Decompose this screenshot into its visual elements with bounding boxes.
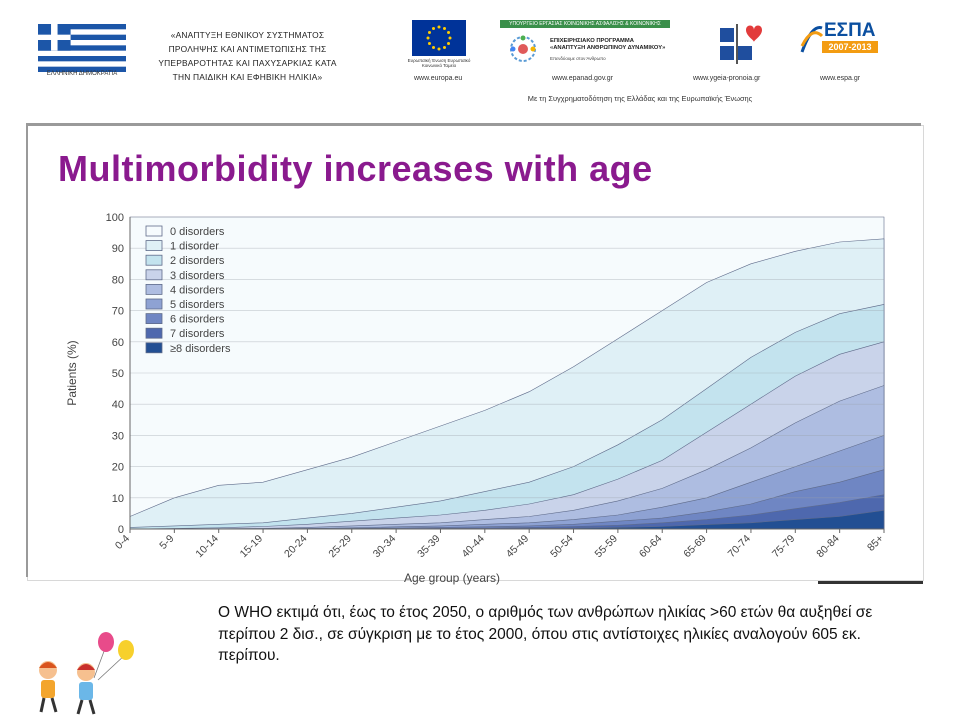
legend-swatch	[145, 225, 163, 237]
eu-star-icon	[443, 26, 446, 30]
project-line: ΥΠΕΡΒΑΡΟΤΗΤΑΣ ΚΑΙ ΠΑΧΥΣΑΡΚΙΑΣ ΚΑΤΑ	[158, 58, 337, 68]
url-espa: www.espa.gr	[820, 75, 861, 82]
legend-label: 7 disorders	[170, 328, 225, 340]
y-tick-label: 60	[112, 337, 124, 349]
eu-star-icon	[447, 31, 451, 34]
legend-label: 2 disorders	[170, 255, 225, 267]
x-tick-label: 25-29	[326, 533, 354, 561]
legend-label: 0 disorders	[170, 226, 225, 238]
y-tick-label: 40	[112, 399, 124, 411]
legend-swatch	[145, 342, 163, 354]
y-axis-title: Patients (%)	[65, 340, 79, 405]
y-tick-label: 70	[112, 306, 124, 318]
x-tick-label: 15-19	[238, 533, 266, 561]
eu-star-icon	[447, 42, 451, 45]
x-tick-label: 20-24	[282, 533, 310, 561]
espa-years: 2007-2013	[822, 41, 878, 53]
legend-swatch	[145, 269, 163, 281]
cofunding-note: Με τη Συγχρηματοδότηση της Ελλάδας και τ…	[527, 94, 753, 103]
legend-swatch	[145, 254, 163, 266]
x-tick-label: 80-84	[814, 533, 842, 561]
x-tick-label: 10-14	[193, 533, 221, 561]
area-series-4	[130, 385, 885, 530]
legend-label: 3 disorders	[170, 270, 225, 282]
eu-caption: Ευρωπαϊκή Ένωση Ευρωπαϊκό Κοινωνικό Ταμε…	[407, 58, 471, 68]
project-title: «ΑΝΑΠΤΥΞΗ ΕΘΝΙΚΟΥ ΣΥΣΤΗΜΑΤΟΣ ΠΡΟΛΗΨΗΣ ΚΑ…	[140, 28, 355, 84]
x-tick-label: 65-69	[681, 533, 709, 561]
health-ministry-icon	[720, 24, 762, 64]
eu-star-icon	[426, 36, 430, 40]
eu-star-icon	[443, 46, 446, 50]
eu-star-icon	[432, 26, 435, 30]
x-tick-label: 5-9	[157, 533, 176, 552]
y-tick-label: 0	[118, 524, 124, 536]
x-axis-title: Age group (years)	[404, 571, 500, 585]
op-title: ΕΠΙΧΕΙΡΗΣΙΑΚΟ ΠΡΟΓΡΑΜΜΑ «ΑΝΑΠΤΥΞΗ ΑΝΘΡΩΠ…	[550, 38, 666, 51]
frame-underline	[818, 581, 923, 584]
x-tick-label: 85+	[865, 533, 886, 554]
legend-swatch	[145, 283, 163, 295]
legend-label: ≥8 disorders	[170, 343, 231, 355]
project-line: «ΑΝΑΠΤΥΞΗ ΕΘΝΙΚΟΥ ΣΥΣΤΗΜΑΤΟΣ	[170, 30, 325, 40]
legend-swatch	[145, 298, 163, 310]
legend-label: 5 disorders	[170, 299, 225, 311]
y-tick-label: 90	[112, 243, 124, 255]
legend-swatch	[145, 327, 163, 339]
x-tick-label: 0-4	[113, 533, 132, 552]
legend-label: 1 disorder	[170, 241, 219, 253]
op-subtitle: Επενδύουμε στον Άνθρωπο	[550, 56, 606, 61]
legend-label: 6 disorders	[170, 314, 225, 326]
y-tick-label: 50	[112, 368, 124, 380]
url-ygeia: www.ygeia-pronoia.gr	[693, 75, 761, 82]
eu-star-icon	[432, 46, 435, 50]
eu-star-icon	[448, 36, 452, 40]
x-tick-label: 40-44	[459, 533, 487, 561]
x-tick-label: 70-74	[726, 533, 754, 561]
eu-star-icon	[437, 47, 441, 51]
x-tick-label: 30-34	[371, 533, 399, 561]
flag-caption: ΕΛΛΗΝΙΚΗ ΔΗΜΟΚΡΑΤΙΑ	[46, 71, 118, 77]
y-tick-label: 30	[112, 430, 124, 442]
x-tick-label: 35-39	[415, 533, 443, 561]
legend-label: 4 disorders	[170, 284, 225, 296]
espa-title: ΕΣΠΑ	[824, 20, 876, 41]
x-tick-label: 60-64	[637, 533, 665, 561]
who-caption: Ο WHO εκτιμά ότι, έως το έτος 2050, ο αρ…	[218, 604, 873, 664]
greek-flag-icon	[38, 24, 126, 72]
project-line: ΠΡΟΛΗΨΗΣ ΚΑΙ ΑΝΤΙΜΕΤΩΠΙΣΗΣ ΤΗΣ	[168, 44, 327, 54]
x-tick-label: 45-49	[504, 533, 532, 561]
x-tick-label: 55-59	[593, 533, 621, 561]
legend-swatch	[145, 240, 163, 252]
children-balloons-icon	[39, 632, 134, 715]
slide-title: Multimorbidity increases with age	[58, 148, 653, 189]
x-tick-label: 50-54	[548, 533, 576, 561]
ministry-band: ΥΠΟΥΡΓΕΙΟ ΕΡΓΑΣΙΑΣ ΚΟΙΝΩΝΙΚΗΣ ΑΣΦΑΛΙΣΗΣ …	[500, 20, 670, 35]
eu-star-icon	[427, 31, 431, 34]
project-line: ΤΗΝ ΠΑΙΔΙΚΗ ΚΑΙ ΕΦΗΒΙΚΗ ΗΛΙΚΙΑ»	[172, 72, 323, 82]
sponsor-header: ΕΛΛΗΝΙΚΗ ΔΗΜΟΚΡΑΤΙΑ «ΑΝΑΠΤΥΞΗ ΕΘΝΙΚΟΥ ΣΥ…	[0, 0, 960, 115]
url-europa: www.europa.eu	[414, 75, 463, 82]
y-tick-label: 10	[112, 493, 124, 505]
url-epanad: www.epanad.gov.gr	[552, 75, 613, 82]
x-tick-label: 75-79	[770, 533, 798, 561]
eu-star-icon	[427, 42, 431, 45]
eu-flag-icon	[412, 20, 466, 56]
operational-programme-logo: ΥΠΟΥΡΓΕΙΟ ΕΡΓΑΣΙΑΣ ΚΟΙΝΩΝΙΚΗΣ ΑΣΦΑΛΙΣΗΣ …	[500, 20, 670, 66]
y-tick-label: 20	[112, 462, 124, 474]
op-emblem-icon	[510, 35, 536, 62]
y-tick-label: 80	[112, 274, 124, 286]
espa-swirl-icon	[800, 26, 824, 53]
y-tick-label: 100	[106, 212, 124, 224]
eu-star-icon	[437, 25, 441, 29]
legend-swatch	[145, 313, 163, 325]
espa-logo: ΕΣΠΑ 2007-2013	[800, 20, 880, 68]
